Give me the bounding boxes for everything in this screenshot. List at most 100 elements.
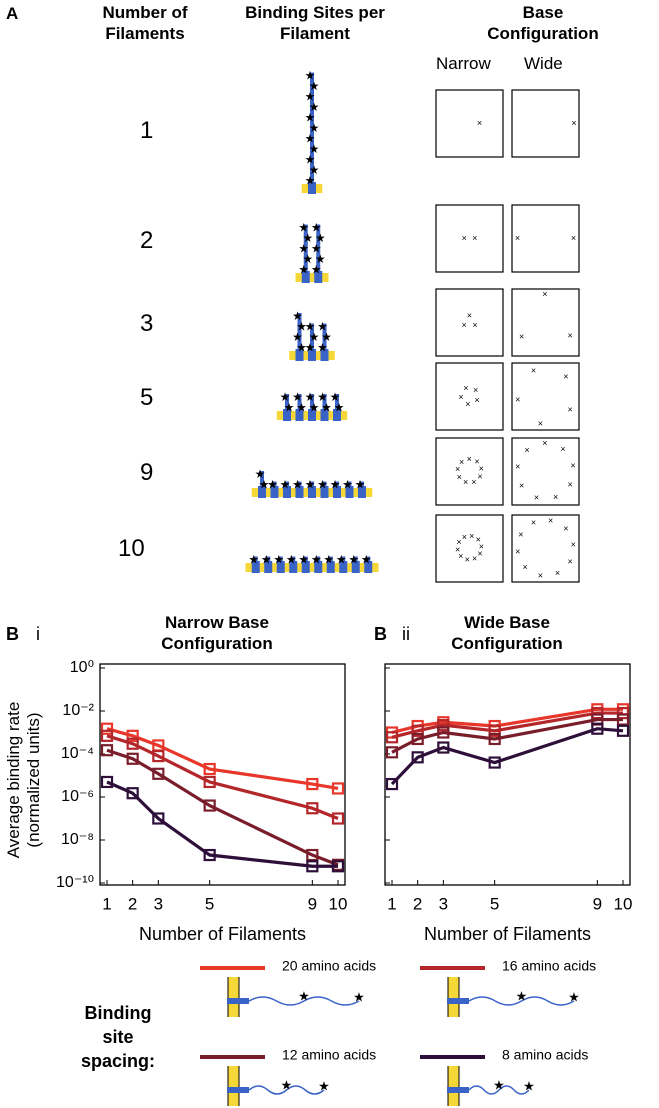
- config-point: ×: [534, 492, 539, 502]
- binding-site: ★: [309, 163, 320, 177]
- series-line: [106, 727, 339, 791]
- binding-site: ★: [309, 142, 320, 156]
- config-point: ×: [476, 535, 481, 545]
- filament: [316, 224, 321, 277]
- config-point: ×: [542, 438, 547, 448]
- config-point: ×: [455, 464, 460, 474]
- anchor: [345, 486, 354, 498]
- config-point: ×: [467, 311, 472, 321]
- subpanel-label: ii: [402, 624, 410, 644]
- binding-site: ★: [317, 390, 328, 404]
- point: [411, 724, 424, 737]
- config-point: ×: [515, 546, 520, 556]
- filament: [310, 323, 314, 355]
- plot-frame: [99, 663, 346, 886]
- binding-site: ★: [311, 263, 322, 277]
- anchor: [270, 486, 279, 498]
- point: [203, 848, 216, 862]
- binding-site: ★: [298, 553, 309, 567]
- binding-site: ★: [342, 478, 353, 492]
- anchor: [251, 561, 260, 573]
- config-box: [511, 89, 580, 158]
- binding-site: ★: [309, 401, 320, 415]
- binding-site: ★: [273, 553, 284, 567]
- point: [152, 767, 165, 780]
- config-point: ×: [567, 479, 572, 489]
- config-point: ×: [519, 331, 524, 341]
- chart-title: Wide Base Configuration: [451, 613, 563, 653]
- binding-site: ★: [321, 330, 332, 344]
- binding-site: ★: [259, 478, 270, 492]
- point: [411, 732, 424, 746]
- filament: [322, 323, 327, 355]
- point: [100, 744, 114, 757]
- legend-label: 16 amino acids: [502, 958, 596, 974]
- binding-site: ★: [330, 478, 341, 492]
- membrane-icon: [228, 1066, 239, 1106]
- binding-site: ★: [296, 401, 307, 415]
- binding-site: ★: [305, 153, 316, 167]
- anchor: [358, 486, 366, 498]
- column-header: Base Configuration: [487, 3, 599, 43]
- binding-site: ★: [305, 478, 316, 492]
- binding-site: ★: [309, 330, 320, 344]
- config-point: ×: [563, 524, 568, 534]
- series-line: [106, 780, 338, 868]
- config-point: ×: [542, 289, 547, 299]
- column-header: Number of Filaments: [102, 3, 188, 43]
- point: [306, 777, 319, 791]
- config-box: [435, 362, 504, 431]
- anchor: [283, 486, 291, 498]
- x-tick-label: 3: [439, 894, 448, 913]
- config-point: ×: [473, 385, 478, 395]
- config-point: ×: [553, 492, 558, 502]
- config-point: ×: [538, 418, 543, 428]
- legend-label: 8 amino acids: [502, 1047, 588, 1063]
- site-icon: ★: [353, 989, 365, 1004]
- anchor: [308, 349, 316, 361]
- anchor: [320, 486, 329, 498]
- anchor: [301, 271, 310, 283]
- config-point: ×: [461, 320, 466, 330]
- config-point: ×: [515, 462, 520, 472]
- membrane-icon: [228, 977, 239, 1017]
- wide-header: Wide: [524, 54, 563, 73]
- point: [437, 726, 450, 739]
- membrane-icon: [448, 977, 459, 1017]
- config-box: [435, 204, 504, 273]
- binding-site: ★: [298, 263, 309, 277]
- point: [591, 722, 604, 735]
- anchor: [264, 561, 273, 573]
- site-icon: ★: [568, 989, 580, 1004]
- filament: [303, 224, 308, 277]
- anchor-icon: [447, 998, 469, 1004]
- config-point: ×: [469, 531, 474, 541]
- point: [100, 729, 114, 742]
- y-tick-label: 10⁻¹⁰: [56, 874, 94, 891]
- anchor: [295, 409, 304, 421]
- anchor: [320, 349, 329, 361]
- anchor: [301, 561, 310, 573]
- y-tick-label: 10⁻⁸: [61, 831, 94, 848]
- row-number: 1: [140, 117, 154, 144]
- binding-site: ★: [305, 90, 316, 104]
- site-icon: ★: [493, 1077, 505, 1092]
- legend-label: 12 amino acids: [282, 1047, 376, 1063]
- binding-site: ★: [311, 553, 322, 567]
- point: [331, 860, 345, 873]
- point: [152, 812, 165, 825]
- binding-site: ★: [286, 553, 297, 567]
- point: [152, 749, 165, 763]
- point: [488, 756, 501, 769]
- point: [126, 737, 139, 750]
- x-axis-label: Number of Filaments: [424, 924, 591, 944]
- config-point: ×: [474, 395, 479, 405]
- linker-icon: [248, 996, 360, 1006]
- panel-label: A: [6, 4, 19, 23]
- point: [126, 729, 139, 742]
- series-line: [106, 734, 339, 820]
- binding-site: ★: [336, 553, 347, 567]
- config-point: ×: [477, 549, 482, 559]
- binding-site: ★: [355, 478, 366, 492]
- binding-site: ★: [348, 553, 359, 567]
